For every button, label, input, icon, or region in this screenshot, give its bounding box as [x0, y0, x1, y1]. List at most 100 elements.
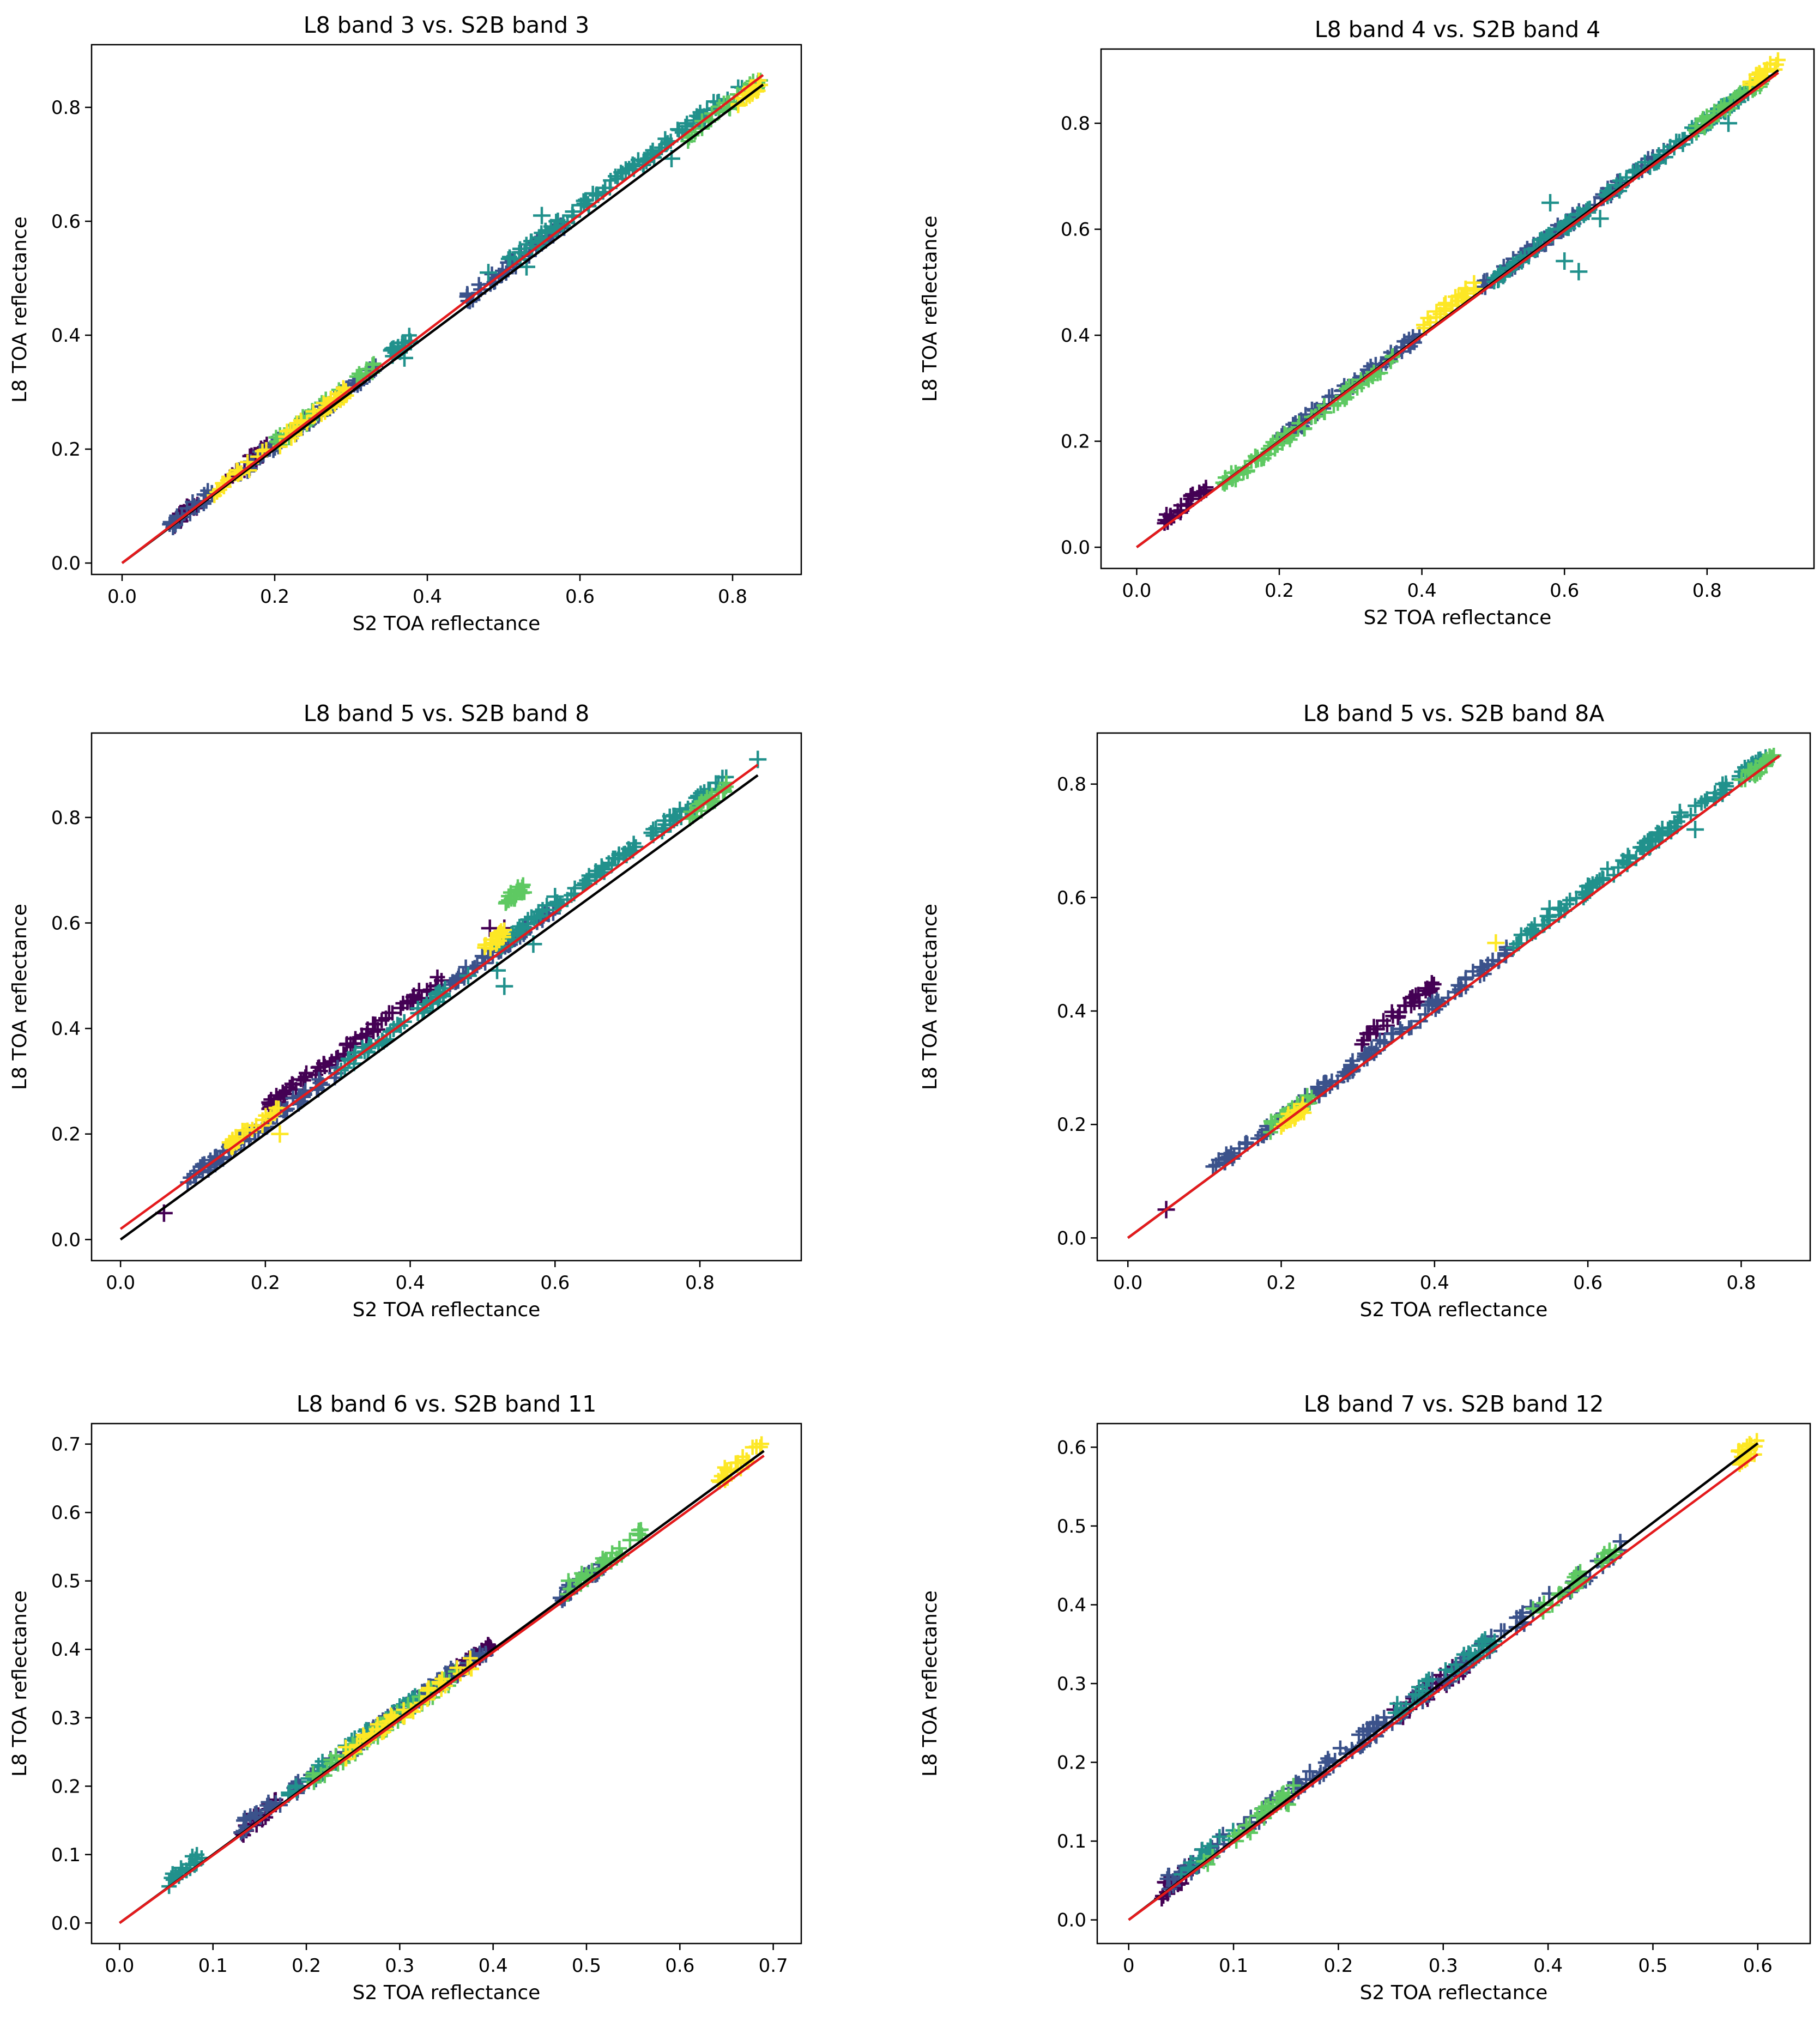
x-tick-label: 0.0 [1113, 1272, 1142, 1294]
y-tick-label: 0.2 [1057, 1752, 1086, 1774]
x-tick-label: 0.5 [572, 1955, 601, 1977]
x-tick-label: 0.7 [759, 1955, 788, 1977]
scatter-marker [1437, 300, 1453, 316]
scatter-marker [611, 847, 627, 863]
scatter-marker [1454, 982, 1470, 997]
scatter-marker [1194, 1842, 1210, 1857]
y-tick-label: 0.6 [51, 1502, 81, 1524]
scatter-marker [1318, 1081, 1334, 1097]
scatter-marker [1458, 280, 1473, 296]
x-axis-label: S2 TOA reflectance [353, 1299, 541, 1321]
scatter-marker [1770, 52, 1786, 68]
x-tick-label: 0.5 [1638, 1955, 1667, 1977]
y-tick-label: 0.0 [1057, 1227, 1086, 1249]
y-tick-label: 0.6 [51, 211, 81, 233]
x-tick-label: 0.2 [251, 1272, 280, 1294]
y-tick-label: 0.6 [1057, 887, 1086, 909]
y-tick-label: 0.0 [51, 1229, 81, 1251]
scatter-marker [524, 233, 540, 249]
scatter-marker [268, 1100, 284, 1116]
scatter-marker [1411, 986, 1426, 1002]
scatter-marker [1317, 1754, 1333, 1770]
scatter-marker [1366, 1019, 1382, 1034]
x-tick-label: 0.8 [685, 1272, 715, 1294]
scatter-marker [670, 122, 686, 137]
y-tick-label: 0.4 [51, 1639, 81, 1661]
x-tick-label: 0.4 [1420, 1272, 1449, 1294]
scatter-marker [1487, 934, 1505, 952]
y-axis-label: L8 TOA reflectance [9, 216, 31, 403]
scatter-marker [753, 77, 769, 93]
scatter-marker [539, 902, 555, 918]
scatter-marker [1396, 998, 1412, 1014]
scatter-marker [666, 807, 681, 823]
scatter-marker [480, 264, 497, 282]
x-tick-label: 0 [1123, 1955, 1135, 1977]
scatter-marker [1466, 275, 1482, 290]
scatter-marker [1737, 772, 1753, 788]
scatter-marker [1192, 485, 1207, 500]
scatter-marker [261, 1794, 276, 1810]
chart-title: L8 band 7 vs. S2B band 12 [1304, 1391, 1604, 1417]
scatter-marker [748, 1439, 764, 1455]
x-tick-label: 0.4 [413, 586, 442, 608]
plot-frame [90, 732, 802, 1262]
scatter-marker [1671, 803, 1689, 821]
x-tick-label: 0.6 [1743, 1955, 1773, 1977]
x-tick-label: 0.0 [1122, 580, 1151, 602]
scatter-marker [1620, 847, 1636, 863]
scatter-marker [393, 1000, 409, 1016]
scatter-marker [1254, 1801, 1269, 1817]
x-tick-label: 0.8 [1726, 1272, 1756, 1294]
scatter-marker [1720, 114, 1738, 132]
scatter-marker [275, 1086, 291, 1102]
x-tick-label: 0.2 [1265, 580, 1294, 602]
scatter-marker [459, 286, 475, 301]
y-tick-label: 0.8 [1061, 113, 1090, 135]
chart-band4: L8 band 4 vs. S2B band 4 0.0 0.2 0.4 0.6 0.8 0… [919, 16, 1815, 629]
scatter-marker [419, 1682, 435, 1698]
scatter-marker [546, 888, 564, 906]
y-tick-label: 0.1 [51, 1844, 81, 1866]
x-tick-label: 0.3 [385, 1955, 414, 1977]
scatter-marker [406, 988, 422, 1003]
scatter-marker [596, 1553, 612, 1569]
scatter-marker [338, 1739, 354, 1755]
scatter-marker [1376, 1710, 1392, 1726]
x-axis-label: S2 TOA reflectance [353, 1982, 541, 2004]
scatter-marker [1751, 65, 1767, 81]
scatter-marker [1359, 1026, 1375, 1042]
chart-title: L8 band 4 vs. S2B band 4 [1315, 16, 1601, 43]
scatter-marker [531, 229, 547, 245]
y-tick-label: 0.6 [1057, 1437, 1086, 1458]
x-tick-label: 0.6 [1550, 580, 1579, 602]
x-axis-label: S2 TOA reflectance [1360, 1299, 1548, 1321]
scatter-marker [1568, 1566, 1584, 1582]
y-tick-label: 0.0 [51, 1912, 81, 1934]
panel-band6-11: L8 band 6 vs. S2B band 11 0.0 0.1 0.2 0.3 0.4… [0, 1348, 910, 2022]
scatter-marker [1354, 1037, 1370, 1052]
scatter-marker [630, 152, 646, 168]
chart-band7-12: L8 band 7 vs. S2B band 12 0 0.1 0.2 0.3 0.4 0.… [919, 1391, 1811, 2004]
x-tick-label: 0.6 [565, 586, 595, 608]
identity-line [1128, 1442, 1759, 1921]
panel-band5-8a: L8 band 5 vs. S2B band 8A 0.0 0.2 0.4 0.6 0.8… [910, 674, 1820, 1348]
scatter-marker [333, 1062, 349, 1078]
chart-title: L8 band 6 vs. S2B band 11 [297, 1391, 597, 1417]
y-tick-label: 0.3 [51, 1708, 81, 1729]
scatter-marker [657, 816, 673, 832]
scatter-marker [498, 894, 514, 910]
x-tick-label: 0.1 [1219, 1955, 1248, 1977]
fit-line [119, 764, 759, 1230]
x-tick-label: 0.2 [1267, 1272, 1296, 1294]
scatter-marker [1443, 298, 1459, 314]
scatter-marker [533, 207, 551, 225]
scatter-marker [1212, 1829, 1228, 1845]
scatter-marker [617, 161, 634, 179]
scatter-marker [1456, 1646, 1472, 1662]
y-tick-label: 0.8 [51, 807, 81, 829]
scatter-marker [638, 154, 654, 169]
scatter-marker [1556, 252, 1574, 270]
scatter-marker [1473, 959, 1489, 975]
scatter-marker [1523, 1599, 1539, 1615]
